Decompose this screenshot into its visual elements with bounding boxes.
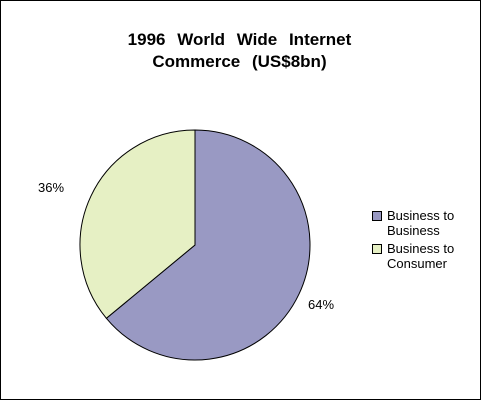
slice-label-business-to-business: 64% [308, 297, 334, 312]
pie-slice-business-to-consumer [79, 129, 196, 320]
pie-slice-business-to-business [105, 129, 311, 361]
legend-item-business-to-business: Business to Business [372, 208, 481, 238]
legend-label-line-2: Consumer [387, 256, 447, 271]
chart-title-line-1: 1996 World Wide Internet [127, 30, 352, 49]
legend-item-business-to-consumer: Business to Consumer [372, 241, 481, 271]
legend-label-line-1: Business to [387, 208, 455, 223]
slice-label-business-to-consumer: 36% [38, 180, 64, 195]
legend-swatch-business-to-consumer [372, 244, 382, 254]
legend-label-line-1: Business to [387, 241, 455, 256]
legend: Business to Business Business to Consume… [372, 208, 481, 274]
legend-swatch-business-to-business [372, 211, 382, 221]
chart-title: 1996 World Wide Internet Commerce (US$8b… [0, 29, 479, 73]
chart-title-line-2: Commerce (US$8bn) [152, 52, 327, 71]
legend-label-line-2: Business [387, 223, 440, 238]
